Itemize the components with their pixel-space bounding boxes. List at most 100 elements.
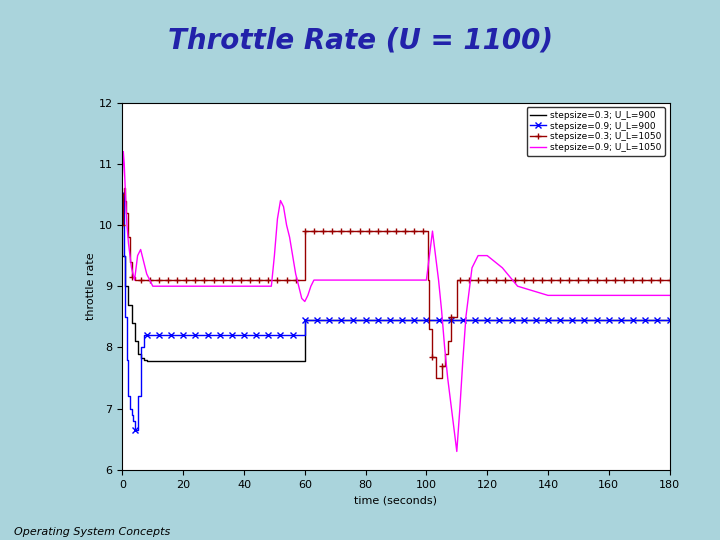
- stepsize=0.3; U_L=1050: [452, 277, 461, 284]
- stepsize=0.9; U_L=1050: [315, 277, 324, 284]
- stepsize=0.3; U_L=1050: [446, 314, 455, 320]
- stepsize=0.3; U_L=1050: [315, 228, 324, 234]
- stepsize=0.9; U_L=900: [124, 393, 132, 400]
- stepsize=0.3; U_L=900: [151, 358, 160, 365]
- stepsize=0.3; U_L=900: [513, 316, 522, 323]
- stepsize=0.9; U_L=900: [148, 332, 157, 339]
- stepsize=0.3; U_L=1050: [437, 362, 446, 369]
- stepsize=0.3; U_L=1050: [431, 375, 440, 381]
- Line: stepsize=0.3; U_L=900: stepsize=0.3; U_L=900: [122, 225, 670, 361]
- stepsize=0.3; U_L=900: [665, 316, 674, 323]
- stepsize=0.3; U_L=1050: [140, 277, 148, 284]
- stepsize=0.3; U_L=900: [285, 358, 294, 365]
- stepsize=0.3; U_L=1050: [361, 228, 370, 234]
- stepsize=0.3; U_L=900: [179, 358, 187, 365]
- stepsize=0.3; U_L=1050: [444, 338, 452, 345]
- stepsize=0.9; U_L=1050: [118, 173, 127, 179]
- stepsize=0.3; U_L=1050: [574, 277, 582, 284]
- stepsize=0.3; U_L=1050: [300, 228, 309, 234]
- stepsize=0.9; U_L=900: [635, 316, 644, 323]
- stepsize=0.3; U_L=900: [483, 316, 492, 323]
- stepsize=0.9; U_L=900: [240, 332, 248, 339]
- Line: stepsize=0.3; U_L=1050: stepsize=0.3; U_L=1050: [122, 188, 670, 378]
- stepsize=0.9; U_L=900: [121, 314, 130, 320]
- stepsize=0.3; U_L=1050: [143, 277, 151, 284]
- stepsize=0.3; U_L=900: [158, 358, 166, 365]
- Text: Throttle Rate (U = 1100): Throttle Rate (U = 1100): [168, 27, 552, 55]
- stepsize=0.3; U_L=900: [148, 358, 157, 365]
- stepsize=0.9; U_L=1050: [452, 448, 461, 455]
- stepsize=0.3; U_L=900: [255, 358, 264, 365]
- stepsize=0.3; U_L=1050: [179, 277, 187, 284]
- stepsize=0.9; U_L=900: [136, 344, 145, 350]
- stepsize=0.3; U_L=900: [605, 316, 613, 323]
- stepsize=0.3; U_L=900: [315, 316, 324, 323]
- stepsize=0.3; U_L=900: [143, 358, 151, 365]
- stepsize=0.3; U_L=1050: [270, 277, 279, 284]
- stepsize=0.9; U_L=900: [270, 332, 279, 339]
- stepsize=0.3; U_L=1050: [423, 277, 432, 284]
- stepsize=0.3; U_L=900: [300, 358, 309, 365]
- stepsize=0.3; U_L=1050: [118, 222, 127, 228]
- stepsize=0.9; U_L=900: [513, 316, 522, 323]
- stepsize=0.9; U_L=900: [129, 417, 138, 424]
- stepsize=0.3; U_L=900: [210, 358, 218, 365]
- stepsize=0.3; U_L=900: [300, 316, 309, 323]
- stepsize=0.3; U_L=1050: [441, 350, 449, 357]
- stepsize=0.3; U_L=1050: [513, 277, 522, 284]
- stepsize=0.3; U_L=900: [145, 358, 154, 365]
- stepsize=0.3; U_L=900: [136, 355, 145, 362]
- stepsize=0.3; U_L=900: [118, 252, 127, 259]
- stepsize=0.9; U_L=900: [179, 332, 187, 339]
- stepsize=0.3; U_L=900: [240, 358, 248, 365]
- stepsize=0.3; U_L=1050: [605, 277, 613, 284]
- stepsize=0.3; U_L=1050: [121, 197, 130, 204]
- stepsize=0.9; U_L=1050: [119, 148, 127, 155]
- stepsize=0.3; U_L=1050: [126, 259, 135, 265]
- stepsize=0.9; U_L=900: [140, 332, 148, 339]
- stepsize=0.3; U_L=900: [270, 358, 279, 365]
- stepsize=0.3; U_L=1050: [240, 277, 248, 284]
- stepsize=0.9; U_L=900: [225, 332, 233, 339]
- stepsize=0.3; U_L=900: [392, 316, 400, 323]
- stepsize=0.3; U_L=900: [127, 320, 136, 326]
- stepsize=0.3; U_L=1050: [130, 277, 139, 284]
- stepsize=0.3; U_L=900: [331, 316, 340, 323]
- stepsize=0.3; U_L=1050: [428, 353, 437, 360]
- stepsize=0.3; U_L=900: [163, 358, 172, 365]
- stepsize=0.9; U_L=900: [331, 316, 340, 323]
- stepsize=0.3; U_L=1050: [331, 228, 340, 234]
- stepsize=0.3; U_L=900: [118, 222, 127, 228]
- stepsize=0.9; U_L=900: [574, 316, 582, 323]
- stepsize=0.9; U_L=900: [127, 411, 136, 418]
- stepsize=0.3; U_L=900: [225, 358, 233, 365]
- stepsize=0.3; U_L=900: [422, 316, 431, 323]
- stepsize=0.3; U_L=900: [194, 358, 203, 365]
- stepsize=0.9; U_L=1050: [428, 228, 437, 234]
- stepsize=0.9; U_L=900: [297, 332, 306, 339]
- stepsize=0.9; U_L=900: [120, 252, 128, 259]
- stepsize=0.9; U_L=900: [194, 332, 203, 339]
- stepsize=0.3; U_L=1050: [148, 277, 157, 284]
- stepsize=0.9; U_L=900: [605, 316, 613, 323]
- Text: Operating System Concepts: Operating System Concepts: [14, 527, 171, 537]
- stepsize=0.9; U_L=900: [452, 316, 461, 323]
- Y-axis label: throttle rate: throttle rate: [86, 252, 96, 320]
- stepsize=0.3; U_L=1050: [544, 277, 552, 284]
- stepsize=0.3; U_L=900: [297, 358, 306, 365]
- stepsize=0.3; U_L=900: [361, 316, 370, 323]
- stepsize=0.3; U_L=900: [130, 338, 139, 345]
- stepsize=0.3; U_L=1050: [422, 228, 431, 234]
- Line: stepsize=0.9; U_L=900: stepsize=0.9; U_L=900: [122, 194, 670, 430]
- stepsize=0.3; U_L=1050: [392, 228, 400, 234]
- stepsize=0.3; U_L=900: [635, 316, 644, 323]
- stepsize=0.3; U_L=900: [155, 358, 163, 365]
- stepsize=0.9; U_L=900: [665, 316, 674, 323]
- stepsize=0.9; U_L=1050: [665, 292, 674, 299]
- stepsize=0.3; U_L=1050: [163, 277, 172, 284]
- stepsize=0.9; U_L=900: [122, 356, 131, 363]
- stepsize=0.9; U_L=900: [133, 393, 142, 400]
- stepsize=0.3; U_L=1050: [635, 277, 644, 284]
- stepsize=0.3; U_L=900: [140, 357, 148, 363]
- stepsize=0.3; U_L=1050: [124, 234, 132, 240]
